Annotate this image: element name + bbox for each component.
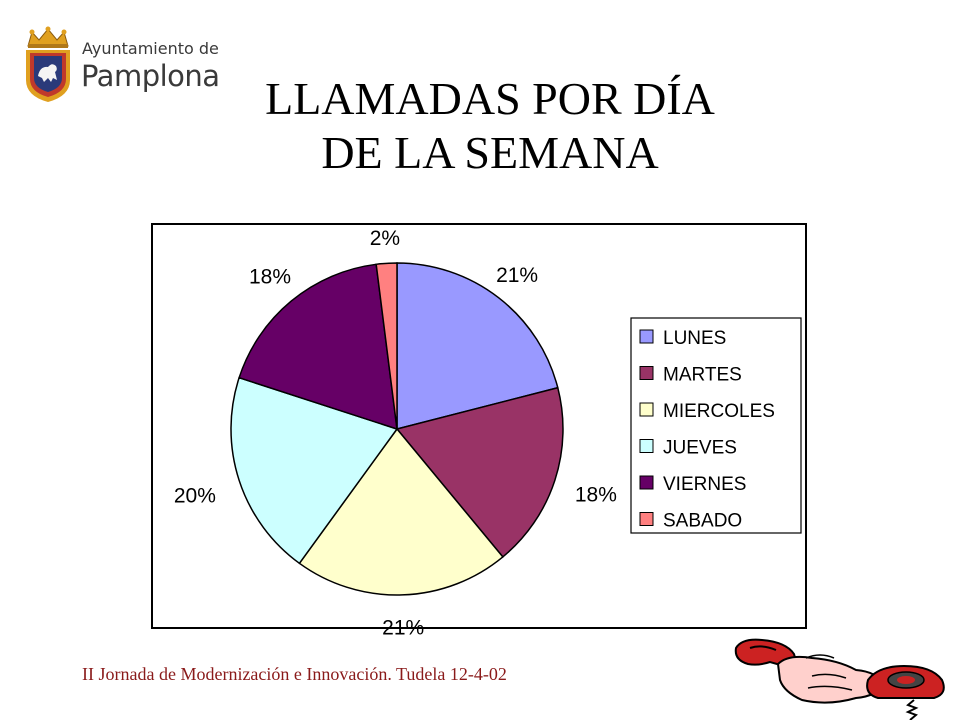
- footer-text: II Jornada de Modernización e Innovación…: [82, 664, 507, 684]
- chart-legend: LUNES MARTES MIERCOLES JUEVES VIERNES SABADO: [630, 317, 802, 534]
- logo-line-2: Pamplona: [81, 59, 220, 93]
- legend-swatch-miercoles: [639, 402, 654, 417]
- coat-of-arms-icon: [26, 26, 70, 102]
- legend-label-viernes: VIERNES: [663, 474, 746, 495]
- legend-label-sabado: SABADO: [663, 511, 742, 532]
- pie-slice-viernes: [238, 263, 398, 431]
- legend-swatch-sabado: [639, 512, 654, 526]
- pie-slice-sabado: [375, 262, 398, 430]
- logo-line-1: Ayuntamiento de: [82, 39, 219, 58]
- data-label-viernes: 18%: [249, 266, 291, 289]
- legend-label-martes: MARTES: [663, 365, 742, 386]
- title-line-2: DE LA SEMANA: [321, 127, 659, 178]
- percent-labels: 21% 18% 21% 20% 18% 2%: [174, 227, 617, 640]
- data-label-miercoles: 21%: [382, 616, 424, 639]
- pie-slices: [230, 262, 564, 596]
- pie-slice-lunes: [396, 262, 559, 430]
- pie-slice-martes: [395, 386, 564, 558]
- slide-title: LLAMADAS POR DÍA DE LA SEMANA: [230, 72, 750, 180]
- title-line-1: LLAMADAS POR DÍA: [265, 73, 715, 124]
- data-label-lunes: 21%: [496, 264, 538, 287]
- legend-swatch-lunes: [639, 329, 654, 344]
- legend-label-lunes: LUNES: [663, 328, 726, 349]
- data-label-martes: 18%: [575, 484, 617, 507]
- telephone-icon: [734, 638, 945, 720]
- legend-label-jueves: JUEVES: [663, 438, 737, 459]
- pamplona-logo: Ayuntamiento de Pamplona: [22, 26, 220, 106]
- data-label-jueves: 20%: [174, 485, 216, 508]
- legend-swatch-martes: [639, 366, 654, 380]
- legend-swatch-viernes: [639, 475, 654, 490]
- pie-slice-jueves: [230, 376, 399, 565]
- pie-slice-miercoles: [298, 427, 504, 596]
- legend-swatch-jueves: [639, 439, 654, 453]
- data-label-sabado: 2%: [370, 227, 400, 250]
- legend-label-miercoles: MIERCOLES: [663, 401, 775, 422]
- legend-frame: [630, 317, 802, 534]
